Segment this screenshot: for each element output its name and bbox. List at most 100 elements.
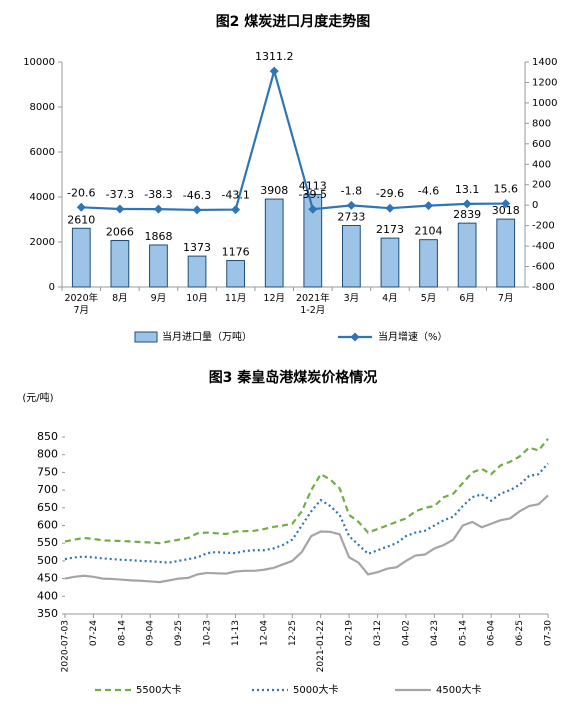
y2-tick-label: -800 bbox=[532, 282, 555, 293]
legend-label: 当月进口量（万吨） bbox=[162, 330, 252, 343]
x-tick-label: 2020-07-03 bbox=[61, 620, 71, 672]
y-tick-label: 10000 bbox=[23, 57, 55, 68]
y2-tick-label: -200 bbox=[532, 221, 555, 232]
y-tick-label: 550 bbox=[37, 536, 58, 549]
bar bbox=[380, 237, 400, 288]
x-tick-label: 4月 bbox=[382, 293, 398, 304]
x-tick-label: 06-04 bbox=[487, 620, 497, 646]
x-tick-label: 12-25 bbox=[288, 620, 298, 646]
x-tick-label: 6月 bbox=[459, 293, 475, 304]
y-tick-label: 500 bbox=[37, 554, 58, 567]
marker bbox=[269, 66, 279, 76]
y2-tick-label: 1000 bbox=[532, 98, 557, 109]
y2-tick-label: 200 bbox=[532, 180, 551, 191]
line-value-label: 1311.2 bbox=[255, 50, 294, 63]
bar-value-label: 2066 bbox=[106, 226, 134, 239]
marker bbox=[501, 199, 511, 209]
y-tick-label: 350 bbox=[37, 607, 58, 620]
x-tick-label: 12月 bbox=[263, 293, 285, 304]
line-value-label: 13.1 bbox=[455, 183, 480, 196]
y2-tick-label: 400 bbox=[532, 159, 551, 170]
marker bbox=[192, 205, 202, 215]
legend-swatch bbox=[134, 331, 158, 343]
x-tick-label: 5月 bbox=[420, 293, 437, 304]
y2-tick-label: 800 bbox=[532, 118, 551, 129]
y-axis-label: (元/吨) bbox=[22, 391, 53, 404]
line bbox=[81, 66, 506, 212]
bar-value-label: 1868 bbox=[144, 230, 172, 243]
bar bbox=[419, 239, 438, 288]
line bbox=[64, 494, 549, 584]
chart-title: 图2 煤炭进口月度走势图 bbox=[216, 13, 371, 30]
line-value-label: -4.6 bbox=[418, 185, 439, 198]
line-value-label: -29.6 bbox=[376, 187, 404, 200]
bar bbox=[303, 193, 323, 288]
y-tick-label: 850 bbox=[37, 430, 58, 443]
x-tick-label: 04-02 bbox=[401, 620, 411, 646]
x-tick-label: 02-19 bbox=[345, 620, 355, 646]
y-tick-label: 700 bbox=[37, 483, 58, 496]
y-tick-label: 0 bbox=[49, 282, 55, 293]
bar bbox=[342, 225, 361, 288]
bar bbox=[264, 198, 284, 288]
bar bbox=[71, 227, 91, 288]
marker bbox=[231, 205, 241, 215]
x-tick-label: 06-25 bbox=[515, 620, 525, 646]
y-tick-label: 400 bbox=[37, 589, 58, 602]
legend-label: 5000大卡 bbox=[293, 683, 338, 696]
line-value-label: -38.3 bbox=[144, 188, 172, 201]
legend-label: 5500大卡 bbox=[136, 683, 181, 696]
bar-value-label: 1373 bbox=[183, 241, 211, 254]
y-tick-label: 8000 bbox=[30, 102, 55, 113]
x-tick-label: 04-23 bbox=[430, 620, 440, 646]
y2-tick-label: -600 bbox=[532, 262, 555, 273]
legend-swatch bbox=[350, 332, 360, 342]
line-value-label: -46.3 bbox=[183, 189, 211, 202]
y-tick-label: 6000 bbox=[30, 147, 55, 158]
bar-value-label: 2173 bbox=[376, 223, 404, 236]
x-tick-label: 3月 bbox=[343, 293, 360, 304]
x-tick-label: 2021-01-22 bbox=[316, 620, 326, 672]
x-tick-label: 09-25 bbox=[174, 620, 184, 646]
x-tick-label: 08-14 bbox=[117, 620, 127, 646]
y2-tick-label: -400 bbox=[532, 241, 555, 252]
bar bbox=[226, 260, 245, 288]
bar-value-label: 2610 bbox=[67, 213, 95, 226]
marker bbox=[153, 204, 163, 214]
bar bbox=[457, 222, 477, 288]
y-tick-label: 750 bbox=[37, 465, 58, 478]
line-value-label: -1.8 bbox=[341, 184, 362, 197]
x-tick-label: 2021年 1-2月 bbox=[295, 293, 330, 316]
y2-tick-label: 0 bbox=[532, 200, 538, 211]
y-tick-label: 4000 bbox=[30, 192, 55, 203]
line bbox=[64, 438, 549, 545]
x-tick-label: 07-30 bbox=[544, 620, 554, 646]
x-tick-label: 11-13 bbox=[231, 620, 241, 646]
x-tick-label: 12-04 bbox=[259, 620, 269, 646]
x-tick-label: 9月 bbox=[150, 293, 167, 304]
marker bbox=[346, 200, 356, 210]
line-value-label: -37.3 bbox=[106, 188, 134, 201]
x-tick-label: 8月 bbox=[112, 293, 128, 304]
x-tick-label: 03-12 bbox=[373, 620, 383, 646]
bar bbox=[187, 255, 207, 288]
x-tick-label: 2020年 7月 bbox=[64, 293, 99, 316]
y-tick-label: 800 bbox=[37, 448, 58, 461]
bar bbox=[149, 244, 168, 288]
line-value-label: 15.6 bbox=[493, 183, 518, 196]
y2-tick-label: 600 bbox=[532, 139, 551, 150]
x-tick-label: 10月 bbox=[186, 293, 208, 304]
marker bbox=[462, 199, 472, 209]
x-tick-label: 10-23 bbox=[203, 620, 213, 646]
legend-label: 4500大卡 bbox=[436, 683, 481, 696]
y-tick-label: 2000 bbox=[30, 237, 55, 248]
bar-value-label: 2839 bbox=[453, 208, 481, 221]
bar-value-label: 3908 bbox=[260, 184, 288, 197]
legend-label: 当月增速（%） bbox=[378, 330, 448, 343]
line-value-label: -20.6 bbox=[67, 186, 95, 199]
line-value-label: -43.1 bbox=[221, 189, 249, 202]
x-tick-label: 07-24 bbox=[89, 620, 99, 646]
bar-value-label: 3018 bbox=[492, 204, 520, 217]
chart-title: 图3 秦皇岛港煤炭价格情况 bbox=[209, 369, 378, 386]
